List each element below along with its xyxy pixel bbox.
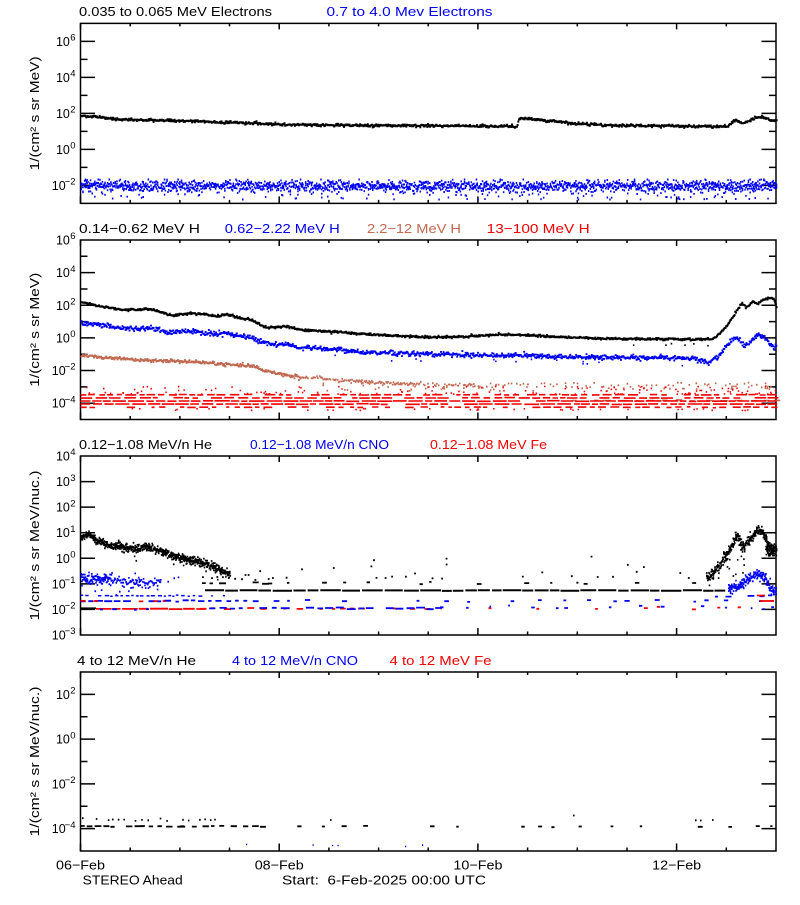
svg-text:10: 10 <box>56 526 70 540</box>
svg-text:4: 4 <box>70 264 75 275</box>
svg-text:10: 10 <box>56 266 70 280</box>
svg-text:1/(cm² s sr MeV/nuc.): 1/(cm² s sr MeV/nuc.) <box>27 471 42 621</box>
svg-text:−1: −1 <box>65 575 76 586</box>
svg-text:2: 2 <box>70 105 75 116</box>
svg-text:0.7 to 4.0 Mev Electrons: 0.7 to 4.0 Mev Electrons <box>327 4 494 19</box>
svg-text:1/(cm² s sr MeV/nuc.): 1/(cm² s sr MeV/nuc.) <box>27 687 42 837</box>
svg-text:6: 6 <box>70 33 75 44</box>
svg-text:1: 1 <box>70 524 75 535</box>
svg-text:−2: −2 <box>65 601 76 612</box>
svg-text:10: 10 <box>56 331 70 345</box>
svg-text:4 to 12 MeV Fe: 4 to 12 MeV Fe <box>390 653 492 668</box>
svg-text:2: 2 <box>70 297 75 308</box>
svg-text:10: 10 <box>56 501 70 515</box>
svg-text:08−Feb: 08−Feb <box>255 858 304 873</box>
svg-text:2.2−12 MeV H: 2.2−12 MeV H <box>367 221 461 236</box>
svg-text:10: 10 <box>56 450 70 464</box>
svg-text:0.12−1.08 MeV/n CNO: 0.12−1.08 MeV/n CNO <box>250 437 389 452</box>
svg-text:1/(cm² s sr MeV): 1/(cm² s sr MeV) <box>27 273 42 387</box>
svg-text:−2: −2 <box>65 177 76 188</box>
svg-text:10: 10 <box>56 552 70 566</box>
svg-text:−4: −4 <box>65 820 76 831</box>
svg-text:10: 10 <box>52 603 66 617</box>
svg-text:0: 0 <box>70 329 75 340</box>
svg-text:10: 10 <box>52 179 66 193</box>
svg-text:0.14−0.62 MeV H: 0.14−0.62 MeV H <box>79 221 200 236</box>
svg-text:0.12−1.08 MeV Fe: 0.12−1.08 MeV Fe <box>430 437 547 452</box>
svg-text:10: 10 <box>52 397 66 411</box>
svg-text:10: 10 <box>52 777 66 791</box>
svg-text:12−Feb: 12−Feb <box>652 858 701 873</box>
svg-text:−2: −2 <box>65 362 76 373</box>
svg-text:10: 10 <box>52 577 66 591</box>
svg-text:4 to 12 MeV/n He: 4 to 12 MeV/n He <box>77 653 196 668</box>
svg-text:4 to 12 MeV/n CNO: 4 to 12 MeV/n CNO <box>232 653 358 668</box>
svg-text:6: 6 <box>70 231 75 242</box>
svg-text:1/(cm² s sr MeV): 1/(cm² s sr MeV) <box>27 56 42 170</box>
svg-text:−3: −3 <box>65 626 76 637</box>
svg-text:0: 0 <box>70 141 75 152</box>
svg-text:10: 10 <box>52 364 66 378</box>
svg-text:−2: −2 <box>65 775 76 786</box>
svg-text:0.62−2.22 MeV H: 0.62−2.22 MeV H <box>225 221 340 236</box>
svg-text:10: 10 <box>52 822 66 836</box>
svg-text:10: 10 <box>56 733 70 747</box>
svg-text:3: 3 <box>70 473 75 484</box>
svg-text:10: 10 <box>56 107 70 121</box>
svg-text:STEREO Ahead: STEREO Ahead <box>83 873 183 888</box>
svg-text:10: 10 <box>56 475 70 489</box>
svg-text:10: 10 <box>56 71 70 85</box>
svg-text:10: 10 <box>56 143 70 157</box>
svg-text:10: 10 <box>56 234 70 248</box>
svg-text:10−Feb: 10−Feb <box>453 858 502 873</box>
svg-text:0: 0 <box>70 550 75 561</box>
svg-text:4: 4 <box>70 447 75 458</box>
svg-text:10: 10 <box>52 629 66 643</box>
svg-text:2: 2 <box>70 498 75 509</box>
svg-text:10: 10 <box>56 35 70 49</box>
svg-text:0: 0 <box>70 730 75 741</box>
svg-text:10: 10 <box>56 299 70 313</box>
svg-text:13−100 MeV H: 13−100 MeV H <box>487 221 590 236</box>
svg-text:0.12−1.08 MeV/n He: 0.12−1.08 MeV/n He <box>79 437 212 452</box>
svg-text:−4: −4 <box>65 394 76 405</box>
svg-text:10: 10 <box>56 688 70 702</box>
svg-text:0.035 to 0.065 MeV Electrons: 0.035 to 0.065 MeV Electrons <box>79 4 273 19</box>
svg-text:2: 2 <box>70 686 75 697</box>
svg-text:4: 4 <box>70 69 75 80</box>
svg-text:Start: 6-Feb-2025 00:00 UTC: Start: 6-Feb-2025 00:00 UTC <box>282 873 486 888</box>
svg-text:06−Feb: 06−Feb <box>56 858 105 873</box>
